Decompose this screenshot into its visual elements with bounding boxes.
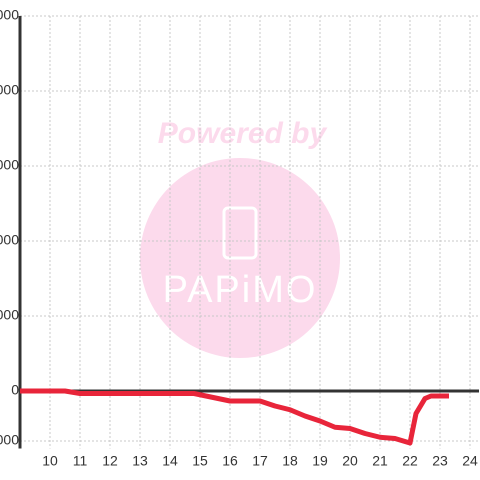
x-tick-label: 20 — [342, 453, 358, 469]
x-tick-label: 10 — [42, 453, 58, 469]
x-tick-label: 22 — [402, 453, 418, 469]
watermark-logo: PAPiMO — [163, 269, 318, 311]
x-tick-label: 12 — [102, 453, 118, 469]
y-tick-label: 30,000 — [0, 307, 19, 323]
x-tick-label: 17 — [252, 453, 268, 469]
x-tick-label: 21 — [372, 453, 388, 469]
x-tick-label: 11 — [73, 453, 88, 469]
y-tick-label: 120,000 — [0, 82, 19, 98]
y-tick-label: 150,000 — [0, 7, 19, 23]
y-tick-label: -20,000 — [0, 432, 19, 448]
x-tick-label: 18 — [282, 453, 298, 469]
y-tick-label: 0 — [11, 382, 19, 398]
watermark-text: Powered by — [158, 117, 328, 150]
x-tick-label: 24 — [462, 453, 478, 469]
x-tick-label: 19 — [312, 453, 328, 469]
y-tick-label: 90,000 — [0, 157, 19, 173]
x-tick-label: 15 — [192, 453, 208, 469]
x-tick-label: 14 — [162, 453, 178, 469]
x-tick-label: 13 — [132, 453, 148, 469]
x-tick-label: 16 — [222, 453, 238, 469]
watermark-icon — [222, 206, 258, 260]
data-line — [20, 388, 449, 446]
x-tick-label: 23 — [432, 453, 448, 469]
y-tick-label: 60,000 — [0, 232, 19, 248]
